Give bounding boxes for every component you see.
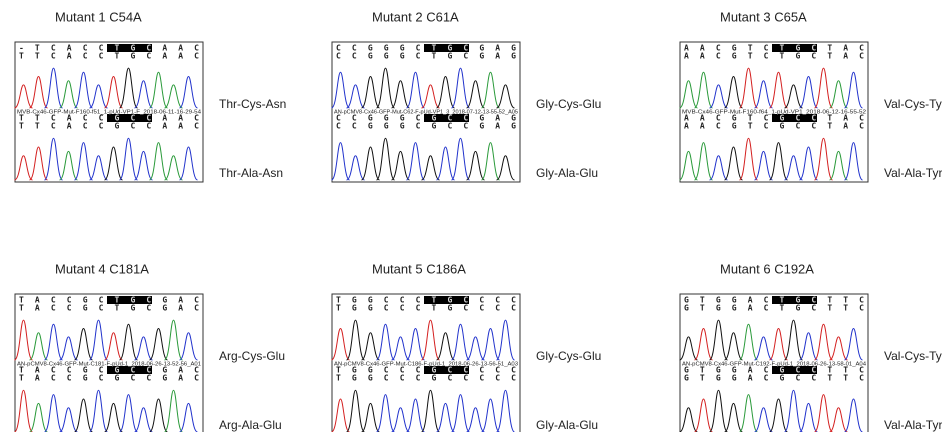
codon-highlight bbox=[107, 44, 152, 52]
panel: Mutant 3 C65AAACGTCTGCTACAACGTCTGCTACMVB… bbox=[680, 9, 942, 182]
panel: Mutant 1 C54A-TCACCTGCAACTTCACCTGCAACMVB… bbox=[15, 9, 287, 182]
codon-mutant: Gly-Ala-Glu bbox=[536, 166, 598, 180]
codon-mutant: Arg-Ala-Glu bbox=[219, 418, 282, 432]
codon-wild-type: Thr-Cys-Asn bbox=[219, 97, 286, 111]
panel-title: Mutant 6 C192A bbox=[720, 261, 814, 276]
codon-highlight bbox=[107, 296, 152, 304]
codon-wild-type: Val-Cys-Tyr bbox=[884, 97, 942, 111]
panel-title: Mutant 2 C61A bbox=[372, 9, 459, 24]
panel: Mutant 5 C186ATGGCCCTGCCCCTGGCCCTGCCCCAN… bbox=[332, 261, 602, 432]
codon-mutant: Gly-Ala-Glu bbox=[536, 418, 598, 432]
panel: Mutant 2 C61ACCGGGCTGCGAGCCGGGCTGCGAGAN-… bbox=[332, 9, 602, 182]
panel: Mutant 6 C192AGTGGACTGCTTCGTGGACTGCTTCAN… bbox=[680, 261, 942, 432]
codon-wild-type: Val-Cys-Tyr bbox=[884, 349, 942, 363]
panel: Mutant 4 C181ATACCGCTGCGACTACCGCTGCGACAN… bbox=[15, 261, 286, 432]
codon-mutant: Thr-Ala-Asn bbox=[219, 166, 283, 180]
codon-wild-type: Gly-Cys-Glu bbox=[536, 349, 601, 363]
codon-highlight bbox=[424, 44, 469, 52]
codon-highlight bbox=[772, 296, 817, 304]
codon-highlight bbox=[772, 114, 817, 122]
codon-highlight bbox=[107, 366, 152, 374]
panel-title: Mutant 4 C181A bbox=[55, 261, 149, 276]
codon-highlight bbox=[772, 44, 817, 52]
codon-wild-type: Gly-Cys-Glu bbox=[536, 97, 601, 111]
codon-highlight bbox=[772, 366, 817, 374]
panel-title: Mutant 1 C54A bbox=[55, 9, 142, 24]
codon-highlight bbox=[107, 114, 152, 122]
codon-wild-type: Arg-Cys-Glu bbox=[219, 349, 285, 363]
panel-title: Mutant 5 C186A bbox=[372, 261, 466, 276]
codon-mutant: Val-Ala-Tyr bbox=[884, 418, 942, 432]
codon-mutant: Val-Ala-Tyr bbox=[884, 166, 942, 180]
codon-highlight bbox=[424, 114, 469, 122]
codon-highlight bbox=[424, 296, 469, 304]
panel-title: Mutant 3 C65A bbox=[720, 9, 807, 24]
figure: Mutant 1 C54A-TCACCTGCAACTTCACCTGCAACMVB… bbox=[0, 0, 942, 432]
codon-highlight bbox=[424, 366, 469, 374]
